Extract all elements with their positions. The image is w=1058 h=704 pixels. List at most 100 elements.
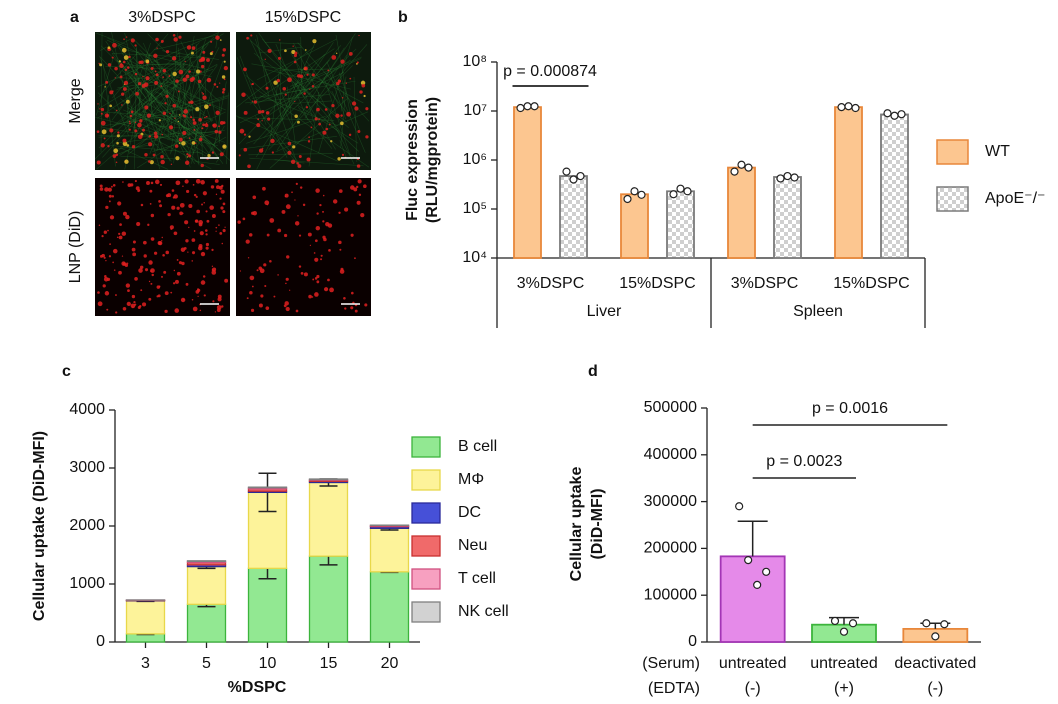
- membrane: [294, 81, 336, 150]
- particle: [201, 92, 203, 94]
- particle: [251, 100, 254, 102]
- particle: [178, 142, 181, 144]
- particle: [263, 263, 267, 267]
- particle: [149, 189, 153, 193]
- particle: [315, 225, 321, 231]
- x-tick-label: untreated: [719, 655, 787, 672]
- particle: [202, 123, 206, 127]
- particle: [365, 135, 369, 139]
- legend-swatch: [936, 139, 969, 165]
- particle: [118, 232, 121, 235]
- membrane: [102, 63, 116, 167]
- data-point: [837, 103, 846, 112]
- particle: [239, 128, 245, 134]
- particle: [294, 51, 298, 55]
- membrane: [148, 79, 214, 122]
- x-tick-label: 15: [320, 655, 338, 672]
- particle: [178, 137, 183, 142]
- particle: [172, 103, 177, 108]
- membrane: [180, 46, 204, 143]
- particle: [322, 194, 325, 197]
- membrane: [304, 54, 348, 119]
- membrane: [119, 147, 169, 170]
- membrane: [237, 117, 335, 121]
- particle: [246, 36, 249, 40]
- particle: [219, 82, 221, 84]
- particle: [252, 210, 258, 216]
- particle: [357, 129, 361, 133]
- membrane: [286, 86, 296, 144]
- particle: [282, 87, 287, 91]
- particle: [216, 185, 220, 190]
- data-point: [676, 184, 685, 193]
- particle: [139, 265, 144, 270]
- particle: [215, 193, 218, 196]
- particle: [311, 73, 315, 77]
- particle: [163, 270, 167, 274]
- particle: [325, 127, 329, 131]
- particle: [332, 199, 338, 204]
- particle: [184, 160, 190, 165]
- particle: [303, 92, 306, 95]
- membrane: [335, 34, 351, 114]
- data-point: [516, 103, 525, 113]
- data-point: [576, 171, 585, 181]
- particle: [253, 100, 258, 104]
- bar: [719, 555, 786, 643]
- particle: [212, 123, 215, 127]
- particle: [297, 120, 300, 124]
- particle: [162, 253, 165, 257]
- data-point: [753, 580, 762, 590]
- particle: [211, 248, 214, 252]
- particle: [122, 307, 127, 311]
- particle: [306, 73, 309, 76]
- particle: [284, 49, 287, 53]
- particle: [277, 56, 281, 60]
- membrane: [298, 106, 333, 149]
- particle: [176, 259, 179, 261]
- p-value: p = 0.000874: [503, 63, 597, 80]
- particle: [175, 79, 179, 83]
- particle: [110, 185, 113, 188]
- membrane: [130, 42, 224, 164]
- particle: [121, 92, 125, 96]
- particle: [214, 179, 219, 183]
- membrane: [145, 65, 188, 120]
- particle: [197, 288, 200, 291]
- particle: [283, 233, 288, 238]
- particle: [181, 141, 186, 146]
- particle: [205, 115, 208, 118]
- particle: [294, 199, 296, 201]
- membrane: [276, 134, 288, 158]
- particle: [305, 106, 309, 109]
- particle: [358, 34, 360, 37]
- particle: [356, 164, 361, 168]
- membrane: [180, 39, 207, 112]
- particle: [103, 230, 108, 234]
- particle: [118, 60, 121, 63]
- particle: [285, 204, 291, 210]
- particle: [107, 145, 110, 148]
- particle: [101, 129, 107, 135]
- particle: [223, 60, 226, 63]
- particle: [144, 153, 148, 157]
- membrane: [282, 45, 342, 117]
- legend-label: MΦ: [458, 471, 484, 488]
- particle: [126, 301, 131, 307]
- particle: [337, 157, 341, 161]
- particle: [318, 122, 322, 126]
- particle: [215, 230, 217, 232]
- particle: [174, 144, 179, 148]
- particle: [219, 152, 224, 157]
- particle: [154, 134, 159, 139]
- particle: [154, 179, 160, 185]
- particle: [284, 301, 289, 306]
- membrane: [127, 107, 211, 157]
- particle: [202, 191, 207, 196]
- membrane: [126, 42, 200, 124]
- particle: [222, 202, 226, 206]
- particle: [265, 111, 270, 115]
- particle: [188, 70, 191, 73]
- particle: [224, 278, 229, 283]
- particle: [165, 194, 170, 198]
